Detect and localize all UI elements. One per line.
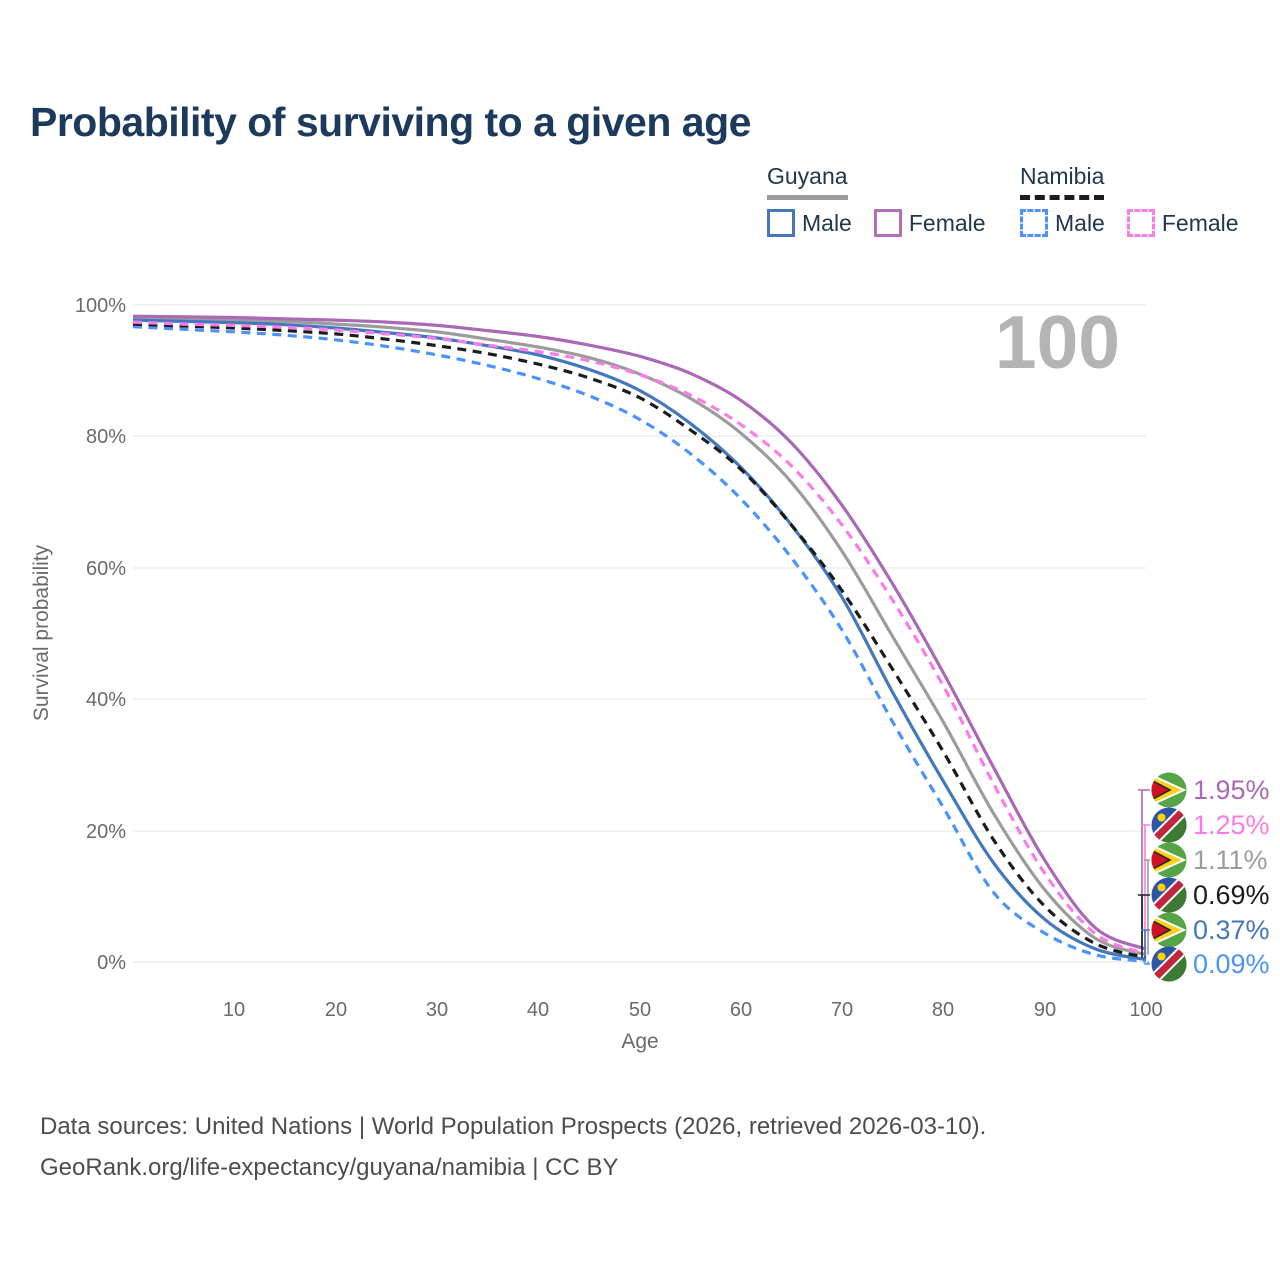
y-axis-ticks: 100% 80% 60% 40% 20% 0% bbox=[75, 295, 126, 974]
end-label-value: 1.25% bbox=[1193, 809, 1270, 840]
leader-line bbox=[1141, 929, 1150, 960]
end-label-guyana-male: 0.37% bbox=[1151, 912, 1270, 948]
namibia-male-swatch-icon bbox=[1020, 209, 1048, 237]
x-tick: 10 bbox=[223, 999, 245, 1021]
legend-group-namibia: Namibia Male Female bbox=[1020, 163, 1239, 237]
curve-namibia-male[interactable] bbox=[132, 325, 1147, 963]
end-label-namibia-male: 0.09% bbox=[1151, 946, 1270, 982]
curve-guyana-male[interactable] bbox=[132, 318, 1147, 962]
curve-guyana[interactable] bbox=[132, 316, 1147, 957]
leader-line bbox=[1144, 961, 1150, 965]
end-label-value: 1.95% bbox=[1193, 774, 1270, 805]
end-label-namibia-female: 1.25% bbox=[1151, 807, 1270, 843]
legend-country-namibia: Namibia bbox=[1020, 163, 1105, 200]
y-axis-title: Survival probability bbox=[30, 544, 53, 721]
x-tick: 80 bbox=[932, 999, 954, 1021]
legend-country-guyana: Guyana bbox=[767, 163, 848, 200]
namibia-flag-icon bbox=[1151, 946, 1187, 982]
x-tick: 50 bbox=[629, 999, 651, 1021]
gridlines bbox=[133, 304, 1146, 963]
guyana-male-swatch-icon bbox=[767, 209, 795, 237]
legend-entry-label: Female bbox=[908, 209, 986, 236]
y-tick: 100% bbox=[75, 295, 126, 317]
legend-entry-guyana-male[interactable]: Male bbox=[767, 209, 852, 237]
y-tick: 60% bbox=[86, 558, 126, 580]
x-tick: 60 bbox=[730, 999, 752, 1021]
end-label-value: 0.37% bbox=[1193, 914, 1270, 945]
x-axis-title: Age bbox=[621, 1030, 658, 1053]
x-tick: 100 bbox=[1129, 999, 1162, 1021]
x-tick: 40 bbox=[527, 999, 549, 1021]
namibia-female-swatch-icon bbox=[1126, 209, 1155, 237]
y-tick: 20% bbox=[86, 821, 126, 843]
end-label-guyana-female: 1.95% bbox=[1151, 772, 1270, 808]
end-label-value: 0.09% bbox=[1193, 948, 1270, 979]
guyana-flag-icon bbox=[1151, 772, 1187, 808]
leader-line bbox=[1144, 859, 1150, 955]
end-label-namibia: 0.69% bbox=[1151, 877, 1270, 913]
x-axis-ticks: 10 20 30 40 50 60 70 80 90 100 bbox=[223, 999, 1163, 1021]
age-indicator-watermark: 100 bbox=[995, 300, 1120, 384]
x-tick: 70 bbox=[831, 999, 853, 1021]
footer: Data sources: United Nations | World Pop… bbox=[40, 1106, 986, 1188]
end-label-value: 1.11% bbox=[1193, 844, 1268, 875]
y-tick: 40% bbox=[86, 689, 126, 711]
x-tick: 20 bbox=[325, 999, 347, 1021]
legend-entry-namibia-female[interactable]: Female bbox=[1126, 209, 1239, 237]
legend-entry-label: Male bbox=[1055, 209, 1105, 236]
curve-namibia-female[interactable] bbox=[132, 320, 1147, 956]
namibia-flag-icon bbox=[1151, 807, 1187, 843]
curve-guyana-female[interactable] bbox=[132, 314, 1147, 951]
legend-entry-guyana-female[interactable]: Female bbox=[873, 209, 986, 237]
x-tick: 90 bbox=[1034, 999, 1056, 1021]
footer-attribution: GeoRank.org/life-expectancy/guyana/namib… bbox=[40, 1154, 619, 1181]
y-tick: 0% bbox=[97, 952, 126, 974]
x-tick: 30 bbox=[426, 999, 448, 1021]
end-label-guyana: 1.11% bbox=[1151, 842, 1268, 878]
guyana-flag-icon bbox=[1151, 912, 1187, 948]
guyana-flag-icon bbox=[1151, 842, 1187, 878]
survival-curves[interactable] bbox=[132, 314, 1147, 963]
guyana-female-swatch-icon bbox=[873, 209, 902, 237]
y-tick: 80% bbox=[86, 426, 126, 448]
legend-entry-namibia-male[interactable]: Male bbox=[1020, 209, 1105, 237]
end-label-leader-lines bbox=[1138, 789, 1150, 965]
page-title: Probability of surviving to a given age bbox=[30, 99, 751, 146]
footer-sources: Data sources: United Nations | World Pop… bbox=[40, 1113, 987, 1140]
namibia-flag-icon bbox=[1151, 877, 1187, 913]
legend-group-guyana: Guyana Male Female bbox=[767, 163, 986, 237]
end-label-value: 0.69% bbox=[1193, 879, 1270, 910]
legend-entry-label: Male bbox=[802, 209, 852, 236]
leader-line bbox=[1138, 894, 1150, 958]
legend-entry-label: Female bbox=[1161, 209, 1239, 236]
